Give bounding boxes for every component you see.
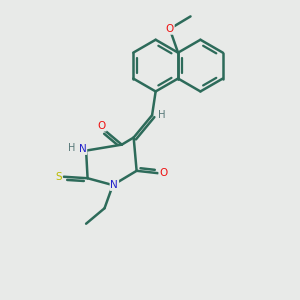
Text: N: N — [110, 180, 118, 190]
Text: O: O — [98, 121, 106, 130]
Text: H: H — [158, 110, 166, 120]
Text: S: S — [55, 172, 62, 182]
Text: O: O — [159, 168, 167, 178]
Text: N: N — [79, 144, 86, 154]
Text: H: H — [68, 142, 75, 153]
Text: O: O — [166, 24, 174, 34]
